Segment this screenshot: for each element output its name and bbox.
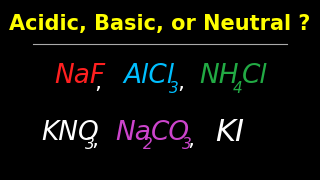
Text: ,: ,	[177, 73, 184, 93]
Text: ,: ,	[188, 130, 195, 150]
Text: AlCl: AlCl	[123, 63, 174, 89]
Text: ,: ,	[92, 130, 98, 150]
Text: Cl: Cl	[242, 63, 268, 89]
Text: NH: NH	[200, 63, 239, 89]
Text: 3: 3	[169, 81, 179, 96]
Text: Acidic, Basic, or Neutral ?: Acidic, Basic, or Neutral ?	[9, 14, 311, 34]
Text: KNO: KNO	[41, 120, 99, 146]
Text: 2: 2	[143, 138, 153, 152]
Text: KI: KI	[215, 118, 244, 147]
Text: 3: 3	[85, 138, 94, 152]
Text: 3: 3	[182, 138, 192, 152]
Text: NaF: NaF	[54, 63, 106, 89]
Text: CO: CO	[151, 120, 190, 146]
Text: ,: ,	[94, 73, 101, 93]
Text: Na: Na	[115, 120, 151, 146]
Text: 4: 4	[233, 81, 242, 96]
